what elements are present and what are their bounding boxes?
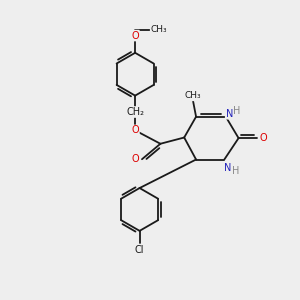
Text: O: O <box>131 125 139 135</box>
Text: N: N <box>226 109 233 119</box>
Text: O: O <box>131 31 139 40</box>
Text: Cl: Cl <box>135 245 144 255</box>
Text: H: H <box>233 106 241 116</box>
Text: CH₃: CH₃ <box>185 92 201 100</box>
Text: O: O <box>260 133 267 143</box>
Text: CH₃: CH₃ <box>151 25 167 34</box>
Text: N: N <box>224 163 232 173</box>
Text: O: O <box>132 154 139 164</box>
Text: H: H <box>232 166 239 176</box>
Text: CH₂: CH₂ <box>126 107 144 117</box>
